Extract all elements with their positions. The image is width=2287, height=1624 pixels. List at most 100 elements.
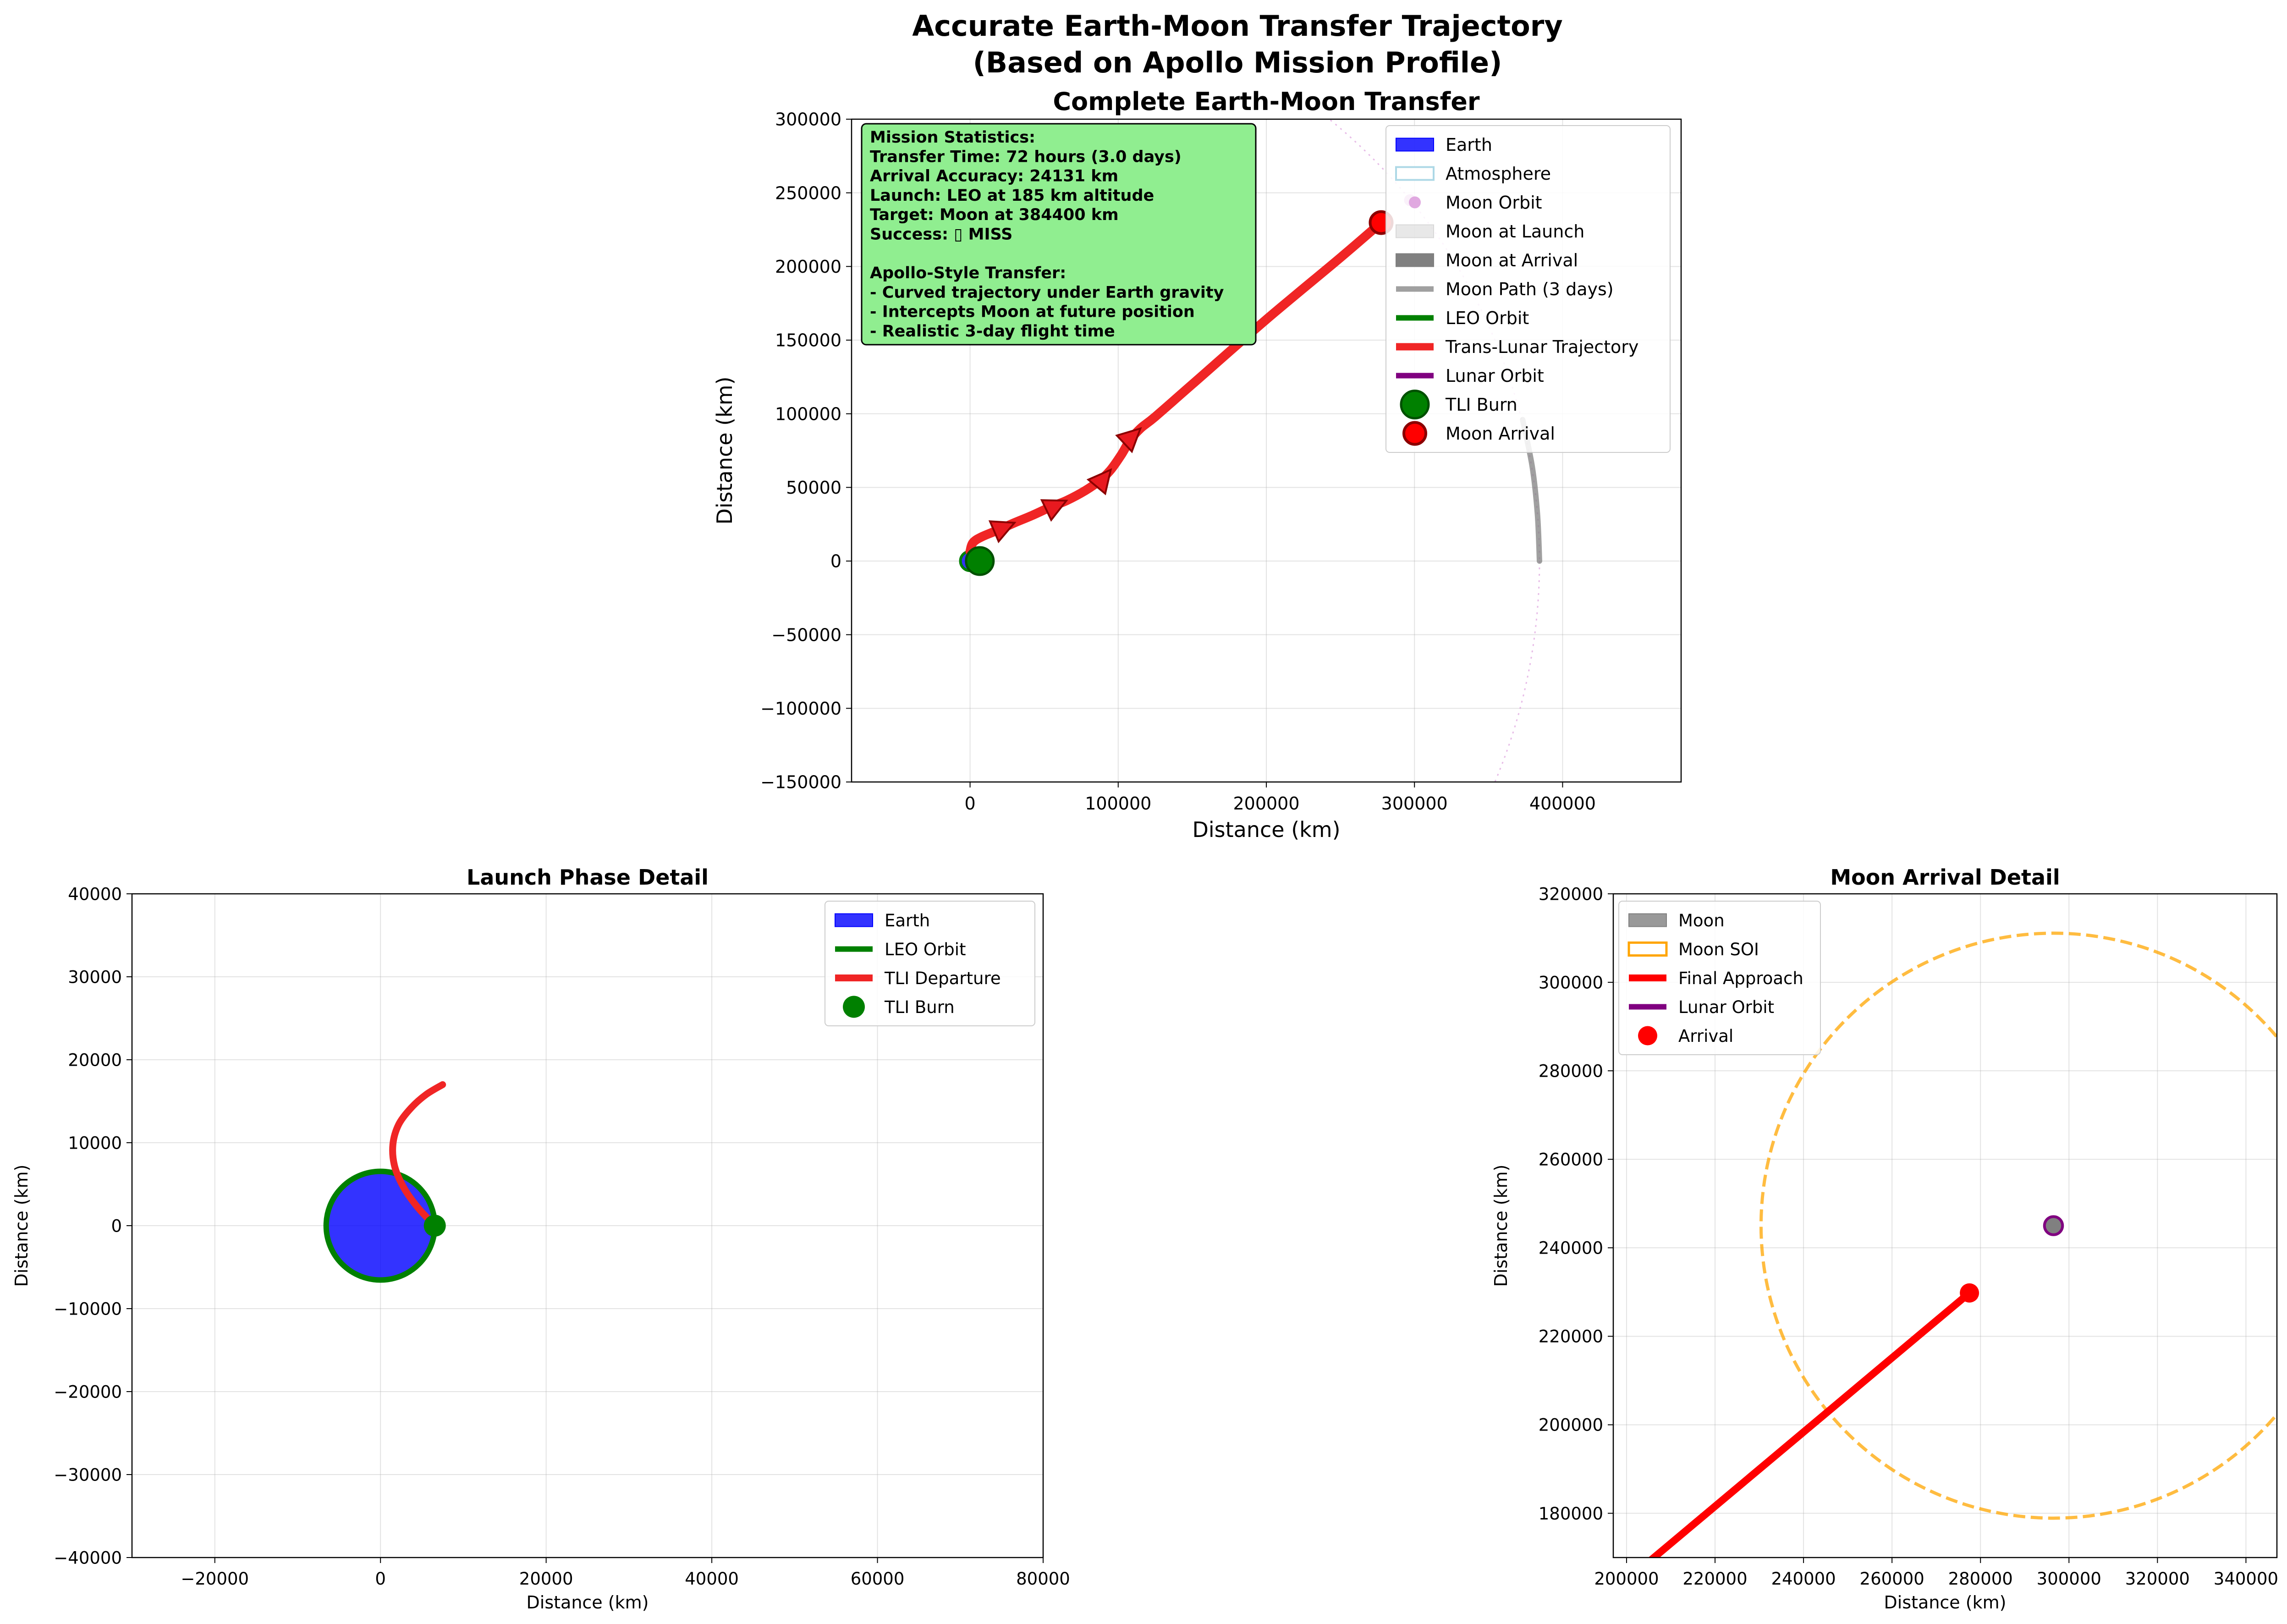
main-ylabel: Distance (km) (712, 376, 737, 524)
launch-legend-label: LEO Orbit (885, 940, 966, 959)
arrival-xtick-label: 220000 (1682, 1569, 1747, 1589)
main-legend-symbol (1400, 390, 1430, 419)
stats-line: Mission Statistics: (870, 128, 1035, 147)
main-legend-label: LEO Orbit (1446, 308, 1529, 328)
launch-xlabel: Distance (km) (527, 1592, 649, 1613)
arrival-ytick-label: 180000 (1539, 1504, 1603, 1524)
stats-line: - Realistic 3-day flight time (870, 322, 1115, 341)
launch-xtick-label: 80000 (1016, 1569, 1070, 1589)
main-legend-label: Lunar Orbit (1446, 366, 1544, 386)
launch-legend-symbol (835, 913, 873, 927)
arrival-legend-label: Moon SOI (1678, 940, 1759, 959)
main-legend-label: Trans-Lunar Trajectory (1445, 337, 1638, 357)
launch-legend-symbol (843, 996, 865, 1018)
main-legend-label: Earth (1446, 135, 1492, 155)
final-approach-line (1648, 1290, 1972, 1558)
stats-line: - Intercepts Moon at future position (870, 303, 1195, 321)
arrival-ytick-label: 220000 (1539, 1327, 1603, 1347)
arrival-marker (1960, 1283, 1979, 1303)
main-panel: 0 100000 200000 300000 400000 −150000 −100000 −… (712, 87, 1682, 842)
launch-xtick-label: −20000 (181, 1569, 249, 1589)
main-legend-label: Moon Arrival (1446, 424, 1555, 444)
arrival-xtick-label: 200000 (1594, 1569, 1659, 1589)
main-ytick-label: −150000 (760, 772, 841, 793)
main-legend-label: Moon Path (3 days) (1446, 279, 1614, 299)
main-legend-label: Moon at Arrival (1446, 250, 1578, 270)
arrival-ytick-label: 240000 (1539, 1239, 1603, 1258)
tli-departure-line (389, 1081, 446, 1229)
main-legend-symbol (1409, 196, 1421, 209)
launch-plot-area (323, 1081, 446, 1283)
arrival-xtick-label: 340000 (2214, 1569, 2278, 1589)
tli-burn-marker (965, 546, 995, 576)
launch-legend-box (825, 901, 1035, 1026)
arrival-xtick-label: 280000 (1948, 1569, 2013, 1589)
main-ytick-label: 300000 (775, 110, 841, 130)
arrival-legend-label: Arrival (1678, 1026, 1733, 1046)
main-xtick-label: 400000 (1529, 793, 1596, 814)
launch-ylabel: Distance (km) (11, 1165, 32, 1287)
main-legend-label: TLI Burn (1445, 395, 1517, 415)
main-ytick-label: 0 (830, 551, 841, 572)
arrival-axes-frame (1612, 893, 2278, 1558)
main-ytick-label: −50000 (771, 625, 841, 645)
main-legend-symbol (1396, 138, 1434, 152)
stats-line: - Curved trajectory under Earth gravity (870, 283, 1224, 302)
suptitle-line2: (Based on Apollo Mission Profile) (973, 46, 1502, 79)
main-xtick-label: 0 (964, 793, 975, 814)
arrival-ytick-label: 280000 (1539, 1061, 1603, 1081)
mission-stats-box: Mission Statistics:Transfer Time: 72 hou… (861, 123, 1257, 346)
main-legend-symbol (1396, 224, 1434, 238)
main-legend-label: Moon at Launch (1446, 221, 1584, 242)
main-ytick-label: 200000 (775, 257, 841, 277)
main-legend-label: Atmosphere (1446, 164, 1551, 184)
stats-line: Apollo-Style Transfer: (870, 264, 1066, 282)
arrival-ytick-label: 300000 (1539, 973, 1603, 992)
arrival-legend-symbol (1628, 913, 1667, 927)
launch-legend: Earth LEO Orbit TLI Departure TLI Burn (825, 901, 1035, 1026)
suptitle-line1: Accurate Earth-Moon Transfer Trajectory (912, 9, 1563, 43)
stats-line: Arrival Accuracy: 24131 km (870, 167, 1118, 186)
launch-ytick-label: 40000 (68, 884, 122, 904)
arrival-plot-area (1648, 931, 2277, 1558)
main-legend-box (1385, 125, 1671, 453)
trajectory-arrow (1086, 468, 1112, 495)
launch-xtick-label: 40000 (685, 1569, 739, 1589)
lunar-orbit-circle (2043, 1215, 2064, 1236)
arrival-ytick-label: 200000 (1539, 1415, 1603, 1435)
main-xlabel: Distance (km) (1192, 817, 1340, 842)
stats-line: Launch: LEO at 185 km altitude (870, 187, 1154, 205)
arrival-legend-label: Final Approach (1678, 969, 1803, 988)
arrival-ylabel: Distance (km) (1491, 1165, 1511, 1287)
main-legend: Earth Atmosphere Moon Orbit Moon at Launch M… (1385, 125, 1671, 453)
launch-xtick-label: 20000 (519, 1569, 573, 1589)
launch-ytick-label: 0 (111, 1216, 122, 1236)
arrival-legend: Moon Moon SOI Final Approach Lunar Orbit Arr… (1618, 901, 1821, 1055)
launch-ytick-label: 20000 (68, 1050, 122, 1070)
arrival-title: Moon Arrival Detail (1830, 865, 2060, 890)
launch-legend-label: Earth (885, 911, 930, 930)
main-ytick-label: 150000 (775, 330, 841, 351)
arrival-legend-label: Lunar Orbit (1678, 997, 1774, 1017)
earth-circle (328, 1173, 434, 1279)
stats-line: Transfer Time: 72 hours (3.0 days) (870, 148, 1182, 166)
arrival-legend-symbol (1638, 1026, 1657, 1046)
arrival-panel: 200000 220000 240000 260000 280000 300000 3200… (1491, 865, 2278, 1613)
launch-xtick-label: 0 (375, 1569, 386, 1589)
main-axes-frame (851, 118, 1682, 783)
arrival-ytick-label: 260000 (1539, 1150, 1603, 1170)
stats-line: Target: Moon at 384400 km (870, 206, 1119, 224)
launch-ytick-label: −40000 (54, 1548, 122, 1568)
launch-ytick-label: 30000 (68, 967, 122, 987)
main-ytick-label: 250000 (775, 183, 841, 203)
main-legend-label: Moon Orbit (1446, 193, 1542, 213)
tli-burn-marker (423, 1215, 446, 1237)
arrival-legend-label: Moon (1678, 911, 1725, 930)
trajectory-arrow (1115, 427, 1142, 453)
main-ytick-label: 100000 (775, 404, 841, 424)
arrival-legend-symbol (1627, 941, 1668, 957)
main-xtick-label: 100000 (1085, 793, 1151, 814)
stats-line: Success: ▯ MISS (870, 226, 1012, 244)
launch-ytick-label: −20000 (54, 1382, 122, 1402)
